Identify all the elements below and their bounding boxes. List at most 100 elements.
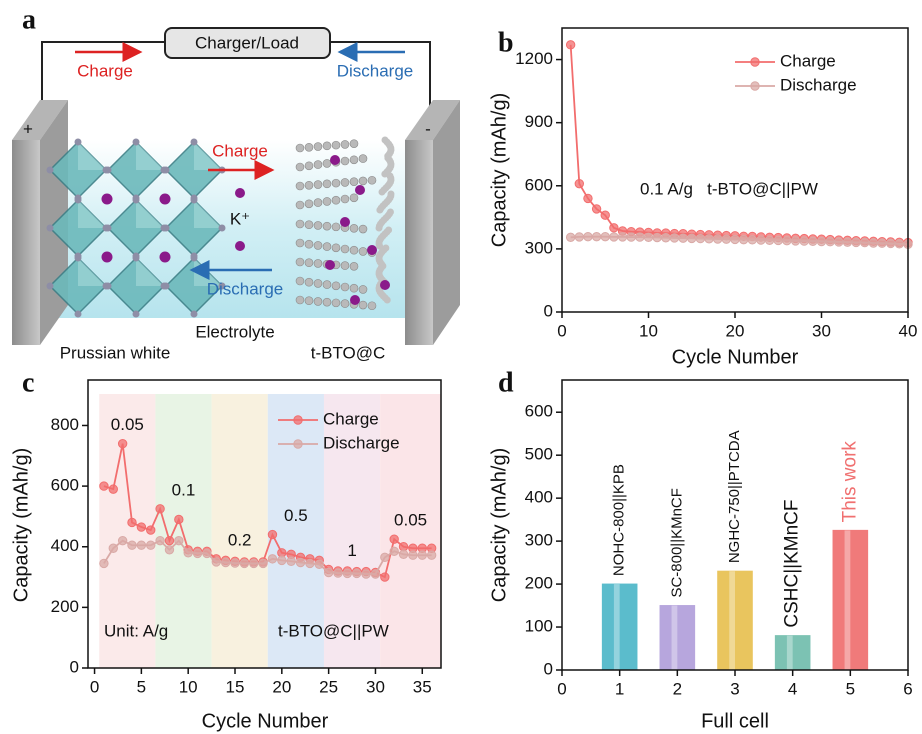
- data-point: [164, 535, 175, 546]
- cathode-label: Prussian white: [60, 343, 171, 362]
- atom: [46, 282, 54, 290]
- atom: [74, 196, 82, 204]
- data-point: [782, 235, 792, 246]
- atom: [313, 142, 323, 151]
- x-tick-label: 25: [319, 677, 338, 696]
- data-point: [192, 548, 203, 559]
- x-tick-label: 10: [179, 677, 198, 696]
- x-tick-label: 2: [673, 679, 682, 698]
- atom: [190, 196, 198, 204]
- data-point: [565, 232, 576, 243]
- data-point: [816, 236, 827, 247]
- data-point: [834, 237, 844, 247]
- x-tick-label: 5: [846, 679, 855, 698]
- panel-label: d: [498, 367, 514, 398]
- atom: [304, 277, 314, 287]
- legend-label: Charge: [780, 51, 836, 70]
- bar-label: SC-800||KMnCF: [668, 488, 685, 598]
- rate-label: 1: [347, 541, 356, 560]
- data-point: [267, 554, 278, 564]
- data-point: [626, 232, 636, 242]
- x-tick-label: 1: [615, 679, 624, 698]
- atom: [331, 243, 341, 253]
- data-point: [220, 557, 231, 568]
- data-point: [127, 540, 137, 550]
- rate-label: 0.1: [172, 480, 196, 499]
- x-tick-label: 30: [366, 677, 385, 696]
- load-label: Charger/Load: [195, 33, 299, 52]
- charge-label: Charge: [77, 61, 133, 80]
- data-point: [183, 548, 193, 558]
- y-tick-label: 900: [525, 112, 553, 131]
- bar: [832, 529, 869, 671]
- atom: [313, 241, 323, 250]
- y-tick-label: 0: [70, 657, 79, 676]
- data-point: [305, 558, 315, 569]
- bar: [717, 570, 753, 671]
- atom: [313, 198, 323, 207]
- data-point: [886, 238, 896, 249]
- atom: [162, 282, 170, 290]
- x-tick-label: 0: [90, 677, 99, 696]
- data-point: [764, 235, 775, 245]
- data-point: [600, 231, 610, 242]
- anode-layers: [295, 136, 395, 311]
- data-point: [174, 535, 184, 546]
- atom: [304, 258, 314, 268]
- atom: [104, 224, 112, 232]
- atom: [367, 301, 377, 311]
- x-tick-label: 5: [137, 677, 146, 696]
- y-tick-label: 600: [525, 402, 553, 421]
- atom: [349, 262, 359, 271]
- data-point: [652, 232, 662, 243]
- legend-label: Discharge: [780, 75, 857, 94]
- data-point: [730, 234, 740, 245]
- annotation: t-BTO@C||PW: [278, 621, 389, 640]
- octahedron-face: [194, 200, 222, 228]
- atom: [358, 300, 368, 310]
- bar-label: CSHC||KMnCF: [782, 500, 803, 628]
- cathode-lattice: [46, 138, 226, 318]
- bar: [601, 583, 638, 671]
- atom: [304, 180, 314, 190]
- x-axis-label: Full cell: [701, 710, 769, 732]
- atom: [132, 196, 140, 204]
- atom: [295, 200, 305, 210]
- y-tick-label: 100: [525, 617, 553, 636]
- y-tick-label: 600: [51, 476, 79, 495]
- data-point: [721, 234, 732, 244]
- x-tick-label: 4: [788, 679, 797, 698]
- octahedron-face: [136, 258, 164, 286]
- atom: [295, 143, 305, 153]
- y-tick-label: 1200: [515, 49, 553, 68]
- rate-band: [99, 394, 156, 668]
- atom: [349, 193, 359, 203]
- rate-band: [211, 394, 268, 668]
- x-tick-label: 20: [272, 677, 291, 696]
- atom: [218, 282, 226, 290]
- discharge-label: Discharge: [207, 279, 284, 298]
- atom: [349, 224, 359, 233]
- atom: [313, 297, 323, 306]
- y-tick-label: 400: [51, 536, 79, 555]
- ion: [367, 245, 377, 255]
- data-point: [155, 535, 165, 546]
- data-point: [211, 557, 221, 567]
- battery-diagram: a Charger/Load Charge Discharge + - Char…: [12, 4, 460, 362]
- y-tick-label: 500: [525, 445, 553, 464]
- data-point: [877, 238, 887, 248]
- x-axis-label: Cycle Number: [202, 710, 329, 732]
- atom: [358, 247, 368, 256]
- ion: [101, 193, 113, 205]
- bar: [659, 605, 696, 671]
- y-tick-label: 400: [525, 488, 553, 507]
- y-tick-label: 200: [51, 597, 79, 616]
- atom: [162, 224, 170, 232]
- data-point: [146, 540, 156, 550]
- atom: [295, 276, 305, 286]
- data-point: [389, 534, 399, 544]
- ion: [355, 185, 365, 195]
- ion: [350, 295, 360, 305]
- atom: [349, 155, 359, 165]
